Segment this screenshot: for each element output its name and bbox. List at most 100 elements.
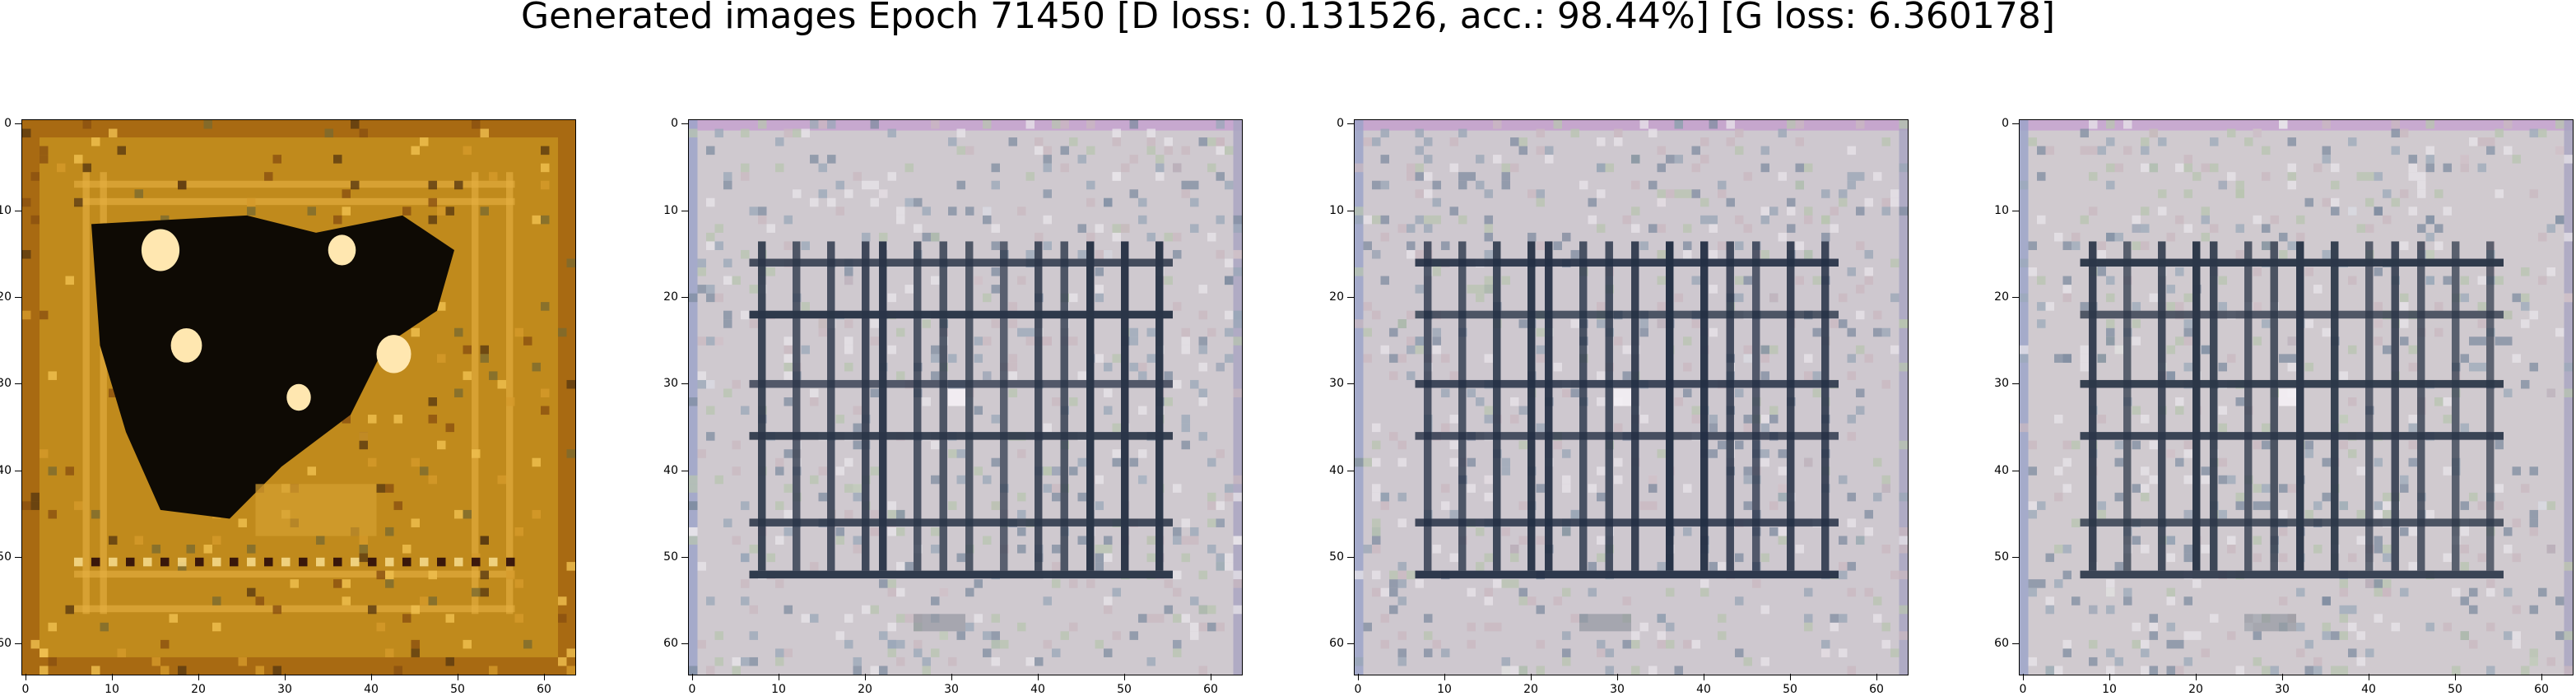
- pixel-grid-v: [2365, 241, 2374, 571]
- pixel-noise: [1198, 362, 1207, 372]
- pixel-noise: [783, 215, 793, 225]
- pixel-noise: [385, 579, 394, 588]
- pixel-noise: [1881, 206, 1890, 216]
- x-tick-label: 60: [1203, 683, 1218, 696]
- pixel-noise: [1397, 648, 1407, 657]
- pixel-noise: [1233, 319, 1242, 328]
- pixel-noise: [1691, 639, 1700, 649]
- pixel-noise: [2564, 293, 2573, 303]
- pixel-noise: [1683, 388, 1692, 397]
- pixel-noise: [1691, 406, 1700, 415]
- pixel-noise: [2037, 146, 2046, 155]
- pixel-noise: [2201, 648, 2210, 657]
- pixel-noise: [2097, 146, 2106, 155]
- pixel-noise: [1112, 587, 1121, 597]
- pixel-noise: [393, 501, 402, 510]
- pixel-noise: [1181, 415, 1190, 424]
- pixel-noise: [1476, 180, 1485, 190]
- x-tick: [2282, 674, 2283, 680]
- pixel-noise: [2201, 215, 2210, 225]
- pixel-noise: [1467, 639, 1476, 649]
- pixel-noise: [1389, 371, 1398, 380]
- pixel-noise: [1484, 596, 1493, 606]
- pixel-noise: [2227, 172, 2236, 181]
- pixel-noise: [1597, 319, 1606, 328]
- pixel-noise: [2132, 406, 2141, 415]
- pixel-noise: [480, 587, 489, 597]
- pixel-noise: [1760, 163, 1769, 173]
- pixel-noise: [2408, 163, 2417, 173]
- pixel-noise: [2218, 302, 2227, 311]
- pixel-noise: [2356, 657, 2365, 666]
- pixel-noise: [1380, 215, 1389, 225]
- pixel-noise: [697, 267, 706, 276]
- pixel-noise: [783, 527, 793, 536]
- pixel-noise: [1432, 267, 1441, 276]
- pixel-noise: [2546, 388, 2555, 397]
- pixel-noise: [1155, 172, 1165, 181]
- pixel-noise: [376, 484, 385, 493]
- pixel-noise: [2097, 354, 2106, 363]
- pixel-grid-v: [879, 241, 887, 571]
- pixel-noise: [1769, 293, 1779, 303]
- pixel-noise: [1077, 492, 1086, 502]
- pixel-bottom-dot: [230, 557, 239, 567]
- pixel-noise: [2279, 484, 2288, 493]
- pixel-noise: [2477, 553, 2486, 563]
- pixel-noise: [783, 648, 793, 657]
- x-tick-label: 60: [1869, 683, 1884, 696]
- pixel-noise: [1570, 128, 1579, 138]
- pixel-noise: [1873, 327, 1882, 337]
- pixel-noise: [2365, 579, 2374, 588]
- pixel-noise: [810, 614, 819, 623]
- pixel-noise: [1536, 354, 1545, 363]
- pixel-noise: [1536, 146, 1545, 155]
- pixel-noise: [2486, 137, 2495, 146]
- pixel-noise: [1207, 232, 1216, 242]
- pixel-noise: [706, 336, 715, 346]
- pixel-noise: [2183, 449, 2192, 458]
- x-tick-label: 40: [364, 683, 379, 696]
- pixel-noise: [1372, 215, 1381, 225]
- pixel-noise: [1415, 579, 1424, 588]
- pixel-noise: [896, 562, 905, 571]
- pixel-noise: [844, 484, 853, 493]
- pixel-noise: [1095, 562, 1104, 571]
- pixel-noise: [732, 666, 741, 675]
- pixel-noise: [741, 657, 750, 666]
- pixel-noise: [255, 596, 264, 606]
- pixel-noise: [983, 215, 992, 225]
- pixel-noise: [1060, 146, 1069, 155]
- pixel-noise: [2270, 666, 2279, 675]
- pixel-noise: [2028, 241, 2037, 250]
- pixel-noise: [2322, 197, 2331, 207]
- pixel-noise: [983, 648, 992, 657]
- pixel-noise: [558, 657, 567, 666]
- pixel-noise: [689, 666, 698, 675]
- pixel-noise: [793, 128, 802, 138]
- pixel-noise: [2529, 189, 2538, 198]
- pixel-noise: [1545, 155, 1554, 164]
- pixel-noise: [1657, 631, 1666, 640]
- pixel-noise: [2201, 545, 2210, 554]
- pixel-noise: [1476, 527, 1485, 536]
- pixel-noise: [1743, 501, 1752, 510]
- pixel-grid-h: [1415, 258, 1839, 267]
- pixel-noise: [1536, 241, 1545, 250]
- pixel-grid-v: [2089, 241, 2097, 571]
- pixel-noise: [689, 501, 698, 510]
- pixel-noise: [1631, 206, 1640, 216]
- pixel-noise: [2365, 224, 2374, 233]
- pixel-noise: [2374, 206, 2383, 216]
- pixel-noise: [2313, 285, 2323, 294]
- pixel-noise: [1198, 397, 1207, 406]
- pixel-noise: [2529, 509, 2538, 519]
- pixel-noise: [463, 345, 472, 355]
- pixel-noise: [2400, 293, 2409, 303]
- pixel-noise: [2279, 249, 2288, 259]
- pixel-noise: [862, 605, 871, 615]
- pixel-noise: [1501, 180, 1510, 190]
- x-tick-label: 20: [1523, 683, 1538, 696]
- pixel-noise: [723, 388, 732, 397]
- pixel-noise: [1407, 371, 1416, 380]
